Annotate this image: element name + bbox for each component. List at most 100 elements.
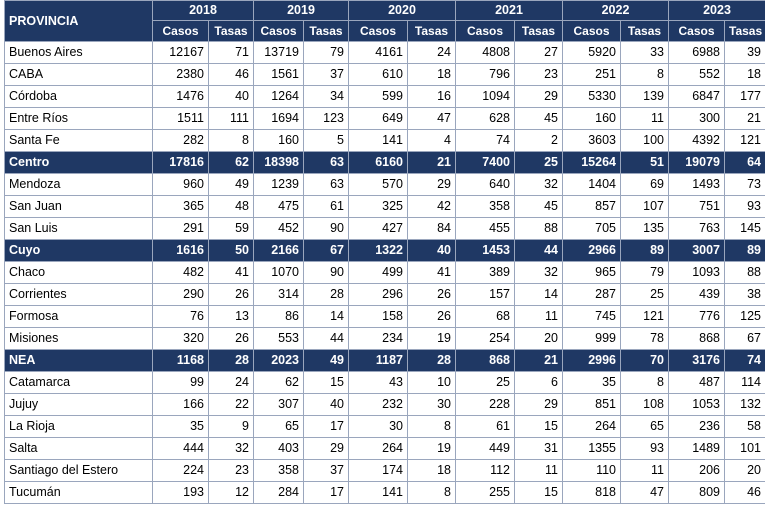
tasas-cell: 8: [407, 415, 456, 438]
tasas-cell: 10: [407, 371, 456, 394]
casos-cell: 745: [562, 305, 621, 328]
casos-cell: 455: [455, 217, 515, 240]
casos-cell: 264: [562, 415, 621, 438]
province-row: Entre Ríos 1511 111 1694 123 649 47 628 45 160 11 3…: [4, 107, 765, 130]
casos-cell: 475: [253, 195, 304, 218]
casos-cell: 705: [562, 217, 621, 240]
casos-cell: 18398: [253, 151, 304, 174]
casos-cell: 284: [253, 481, 304, 504]
tasas-cell: 14: [303, 305, 349, 328]
casos-cell: 868: [668, 327, 725, 350]
casos-cell: 1187: [348, 349, 408, 372]
header-row-subcolumns: Casos Tasas Casos Tasas Casos Tasas Casos Tasas…: [5, 20, 765, 42]
tasas-cell: 11: [620, 107, 669, 130]
province-row: Chaco 482 41 1070 90 499 41 389 32 965 79 1093 88: [4, 261, 765, 284]
province-row: Santiago del Estero 224 23 358 37 174 18 112 11 1…: [4, 459, 765, 482]
casos-cell: 166: [152, 393, 209, 416]
tasas-cell: 6: [514, 371, 563, 394]
casos-cell: 427: [348, 217, 408, 240]
casos-cell: 6160: [348, 151, 408, 174]
year-header: 2022: [562, 0, 669, 21]
tasas-cell: 26: [208, 327, 254, 350]
province-row: Corrientes 290 26 314 28 296 26 157 14 287 25 439 38: [4, 283, 765, 306]
tasas-cell: 145: [724, 217, 765, 240]
tasas-cell: 15: [514, 415, 563, 438]
tasas-cell: 47: [620, 481, 669, 504]
tasas-cell: 15: [514, 481, 563, 504]
casos-cell: 13719: [253, 41, 304, 64]
casos-cell: 2166: [253, 239, 304, 262]
tasas-cell: 21: [724, 107, 765, 130]
province-name: Entre Ríos: [4, 107, 153, 130]
tasas-cell: 121: [724, 129, 765, 152]
tasas-cell: 90: [303, 261, 349, 284]
tasas-cell: 111: [208, 107, 254, 130]
province-name: Buenos Aires: [4, 41, 153, 64]
tasas-cell: 39: [724, 41, 765, 64]
tasas-cell: 40: [303, 393, 349, 416]
province-name: Formosa: [4, 305, 153, 328]
casos-cell: 35: [562, 371, 621, 394]
tasas-cell: 93: [620, 437, 669, 460]
casos-cell: 552: [668, 63, 725, 86]
tasas-cell: 108: [620, 393, 669, 416]
province-row: Formosa 76 13 86 14 158 26 68 11 745 121 776 125: [4, 305, 765, 328]
province-name: Corrientes: [4, 283, 153, 306]
casos-cell: 389: [455, 261, 515, 284]
tasas-column-header: Tasas: [724, 20, 765, 42]
province-name: San Juan: [4, 195, 153, 218]
tasas-cell: 139: [620, 85, 669, 108]
casos-cell: 3603: [562, 129, 621, 152]
tasas-cell: 40: [208, 85, 254, 108]
casos-cell: 1493: [668, 173, 725, 196]
casos-cell: 62: [253, 371, 304, 394]
casos-cell: 86: [253, 305, 304, 328]
tasas-cell: 2: [514, 129, 563, 152]
casos-cell: 763: [668, 217, 725, 240]
tasas-cell: 67: [303, 239, 349, 262]
province-row: Mendoza 960 49 1239 63 570 29 640 32 1404 69 1493 73: [4, 173, 765, 196]
year-header: 2021: [455, 0, 563, 21]
casos-cell: 570: [348, 173, 408, 196]
tasas-cell: 34: [303, 85, 349, 108]
casos-cell: 439: [668, 283, 725, 306]
casos-cell: 776: [668, 305, 725, 328]
tasas-cell: 78: [620, 327, 669, 350]
province-name: Salta: [4, 437, 153, 460]
tasas-cell: 41: [407, 261, 456, 284]
year-header: 2018: [152, 0, 254, 21]
tasas-cell: 27: [514, 41, 563, 64]
tasas-cell: 107: [620, 195, 669, 218]
tasas-cell: 177: [724, 85, 765, 108]
casos-cell: 2380: [152, 63, 209, 86]
tasas-cell: 26: [407, 305, 456, 328]
province-name: San Luis: [4, 217, 153, 240]
casos-cell: 19079: [668, 151, 725, 174]
tasas-cell: 15: [303, 371, 349, 394]
tasas-cell: 8: [620, 371, 669, 394]
tasas-cell: 24: [407, 41, 456, 64]
casos-cell: 296: [348, 283, 408, 306]
casos-cell: 965: [562, 261, 621, 284]
tasas-column-header: Tasas: [514, 20, 563, 42]
tasas-cell: 31: [514, 437, 563, 460]
province-name: Tucumán: [4, 481, 153, 504]
tasas-cell: 12: [208, 481, 254, 504]
tasas-cell: 28: [208, 349, 254, 372]
tasas-cell: 18: [407, 459, 456, 482]
casos-cell: 264: [348, 437, 408, 460]
casos-cell: 857: [562, 195, 621, 218]
tasas-cell: 14: [514, 283, 563, 306]
casos-cell: 74: [455, 129, 515, 152]
casos-cell: 452: [253, 217, 304, 240]
casos-cell: 232: [348, 393, 408, 416]
casos-cell: 228: [455, 393, 515, 416]
tasas-cell: 49: [208, 173, 254, 196]
casos-cell: 640: [455, 173, 515, 196]
tasas-cell: 19: [407, 327, 456, 350]
casos-cell: 99: [152, 371, 209, 394]
year-header: 2019: [253, 0, 349, 21]
casos-cell: 12167: [152, 41, 209, 64]
province-row: Santa Fe 282 8 160 5 141 4 74 2 3603 100 4392 121: [4, 129, 765, 152]
region-name: NEA: [4, 349, 153, 372]
